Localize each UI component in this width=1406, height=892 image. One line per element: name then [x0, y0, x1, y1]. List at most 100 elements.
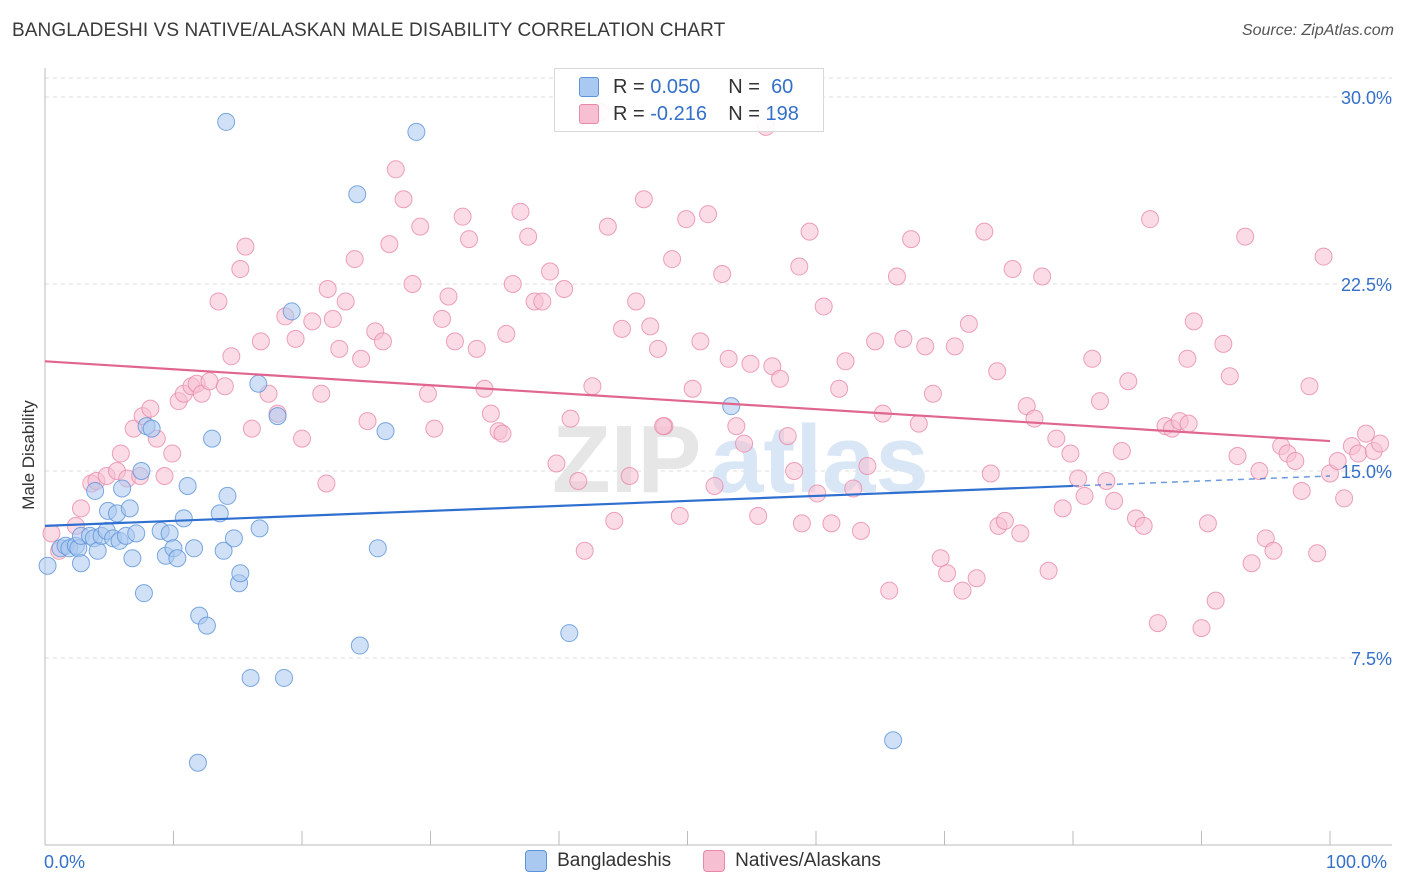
data-point — [778, 427, 797, 446]
axes-layer — [44, 68, 1392, 846]
data-point — [200, 372, 219, 391]
data-point — [800, 222, 819, 241]
data-point — [988, 362, 1007, 381]
data-point — [453, 207, 472, 226]
data-point — [1025, 409, 1044, 428]
data-point — [1148, 614, 1167, 633]
data-point — [386, 160, 405, 179]
data-point — [1053, 499, 1072, 518]
data-point — [1214, 334, 1233, 353]
chart-title: BANGLADESHI VS NATIVE/ALASKAN MALE DISAB… — [12, 20, 726, 41]
data-point — [995, 511, 1014, 530]
y-tick-label: 7.5% — [1351, 649, 1392, 669]
data-point — [493, 424, 512, 443]
legend-r-label: R = — [613, 102, 645, 125]
data-point — [209, 292, 228, 311]
data-point — [210, 504, 229, 523]
data-point — [1308, 544, 1327, 563]
data-point — [123, 549, 142, 568]
data-point — [822, 514, 841, 533]
data-point — [851, 521, 870, 540]
data-point — [242, 419, 261, 438]
data-point — [1033, 267, 1052, 286]
data-point — [1047, 429, 1066, 448]
data-point — [236, 237, 255, 256]
series-swatch-pink — [703, 850, 726, 872]
data-point — [497, 324, 516, 343]
legend-n-value: 198 — [765, 102, 799, 125]
data-point — [975, 222, 994, 241]
data-point — [735, 434, 754, 453]
data-point — [605, 511, 624, 530]
legend-row-natives: R = -0.216 N = 198 — [579, 102, 799, 126]
data-point — [1228, 447, 1247, 466]
data-point — [127, 524, 146, 543]
data-point — [771, 369, 790, 388]
legend-row-bangladeshis: R = 0.050 N = 60 — [579, 75, 793, 99]
data-point — [713, 265, 732, 284]
data-point — [583, 377, 602, 396]
data-point — [439, 287, 458, 306]
legend-swatch-blue — [579, 77, 599, 97]
data-point — [1371, 434, 1390, 453]
data-point — [132, 462, 151, 480]
data-point — [627, 292, 646, 311]
data-point — [1264, 541, 1283, 560]
data-point — [134, 584, 153, 603]
series-legend-bangladeshis: Bangladeshis — [525, 850, 671, 872]
data-point — [197, 616, 216, 635]
data-point — [1220, 367, 1239, 386]
data-point — [967, 569, 986, 588]
series-label: Bangladeshis — [557, 850, 672, 871]
data-point — [533, 292, 552, 311]
data-point — [249, 374, 268, 393]
data-point — [174, 509, 193, 528]
data-point — [560, 624, 579, 643]
data-point — [275, 668, 294, 687]
data-point — [511, 202, 530, 221]
data-point — [350, 636, 369, 655]
data-point — [792, 514, 811, 533]
data-point — [178, 476, 197, 495]
series-legend-natives: Natives/Alaskans — [703, 850, 881, 872]
data-point — [42, 524, 61, 543]
data-point — [418, 384, 437, 403]
data-point — [460, 230, 479, 249]
data-point — [598, 217, 617, 236]
data-point — [1335, 489, 1354, 508]
data-point — [1236, 227, 1255, 246]
data-point — [648, 339, 667, 358]
data-point — [241, 668, 260, 687]
data-point — [1356, 424, 1375, 443]
data-point — [411, 217, 430, 236]
legend-r-label: R = — [613, 75, 645, 98]
data-point — [1134, 516, 1153, 535]
data-point — [555, 279, 574, 298]
data-point — [185, 539, 204, 558]
legend-n-label: N = — [728, 102, 760, 125]
data-point — [1105, 491, 1124, 510]
data-point — [858, 457, 877, 476]
data-point — [641, 317, 660, 336]
data-point — [71, 499, 90, 518]
data-point — [1192, 619, 1211, 638]
data-point — [120, 499, 139, 518]
data-point — [683, 379, 702, 398]
data-point — [836, 352, 855, 371]
data-point — [1039, 561, 1058, 580]
data-point — [111, 444, 130, 463]
data-point — [168, 549, 187, 568]
bangladeshis-trend-extension — [1072, 475, 1331, 487]
data-point — [866, 332, 885, 351]
data-point — [1184, 312, 1203, 331]
data-point — [323, 309, 342, 328]
data-point — [348, 185, 367, 204]
data-point — [1250, 462, 1269, 480]
data-point — [1179, 414, 1198, 433]
data-point — [1097, 471, 1116, 490]
y-tick-label: 15.0% — [1341, 462, 1392, 482]
data-point — [945, 337, 964, 356]
data-point — [981, 464, 1000, 483]
data-point — [231, 564, 250, 583]
